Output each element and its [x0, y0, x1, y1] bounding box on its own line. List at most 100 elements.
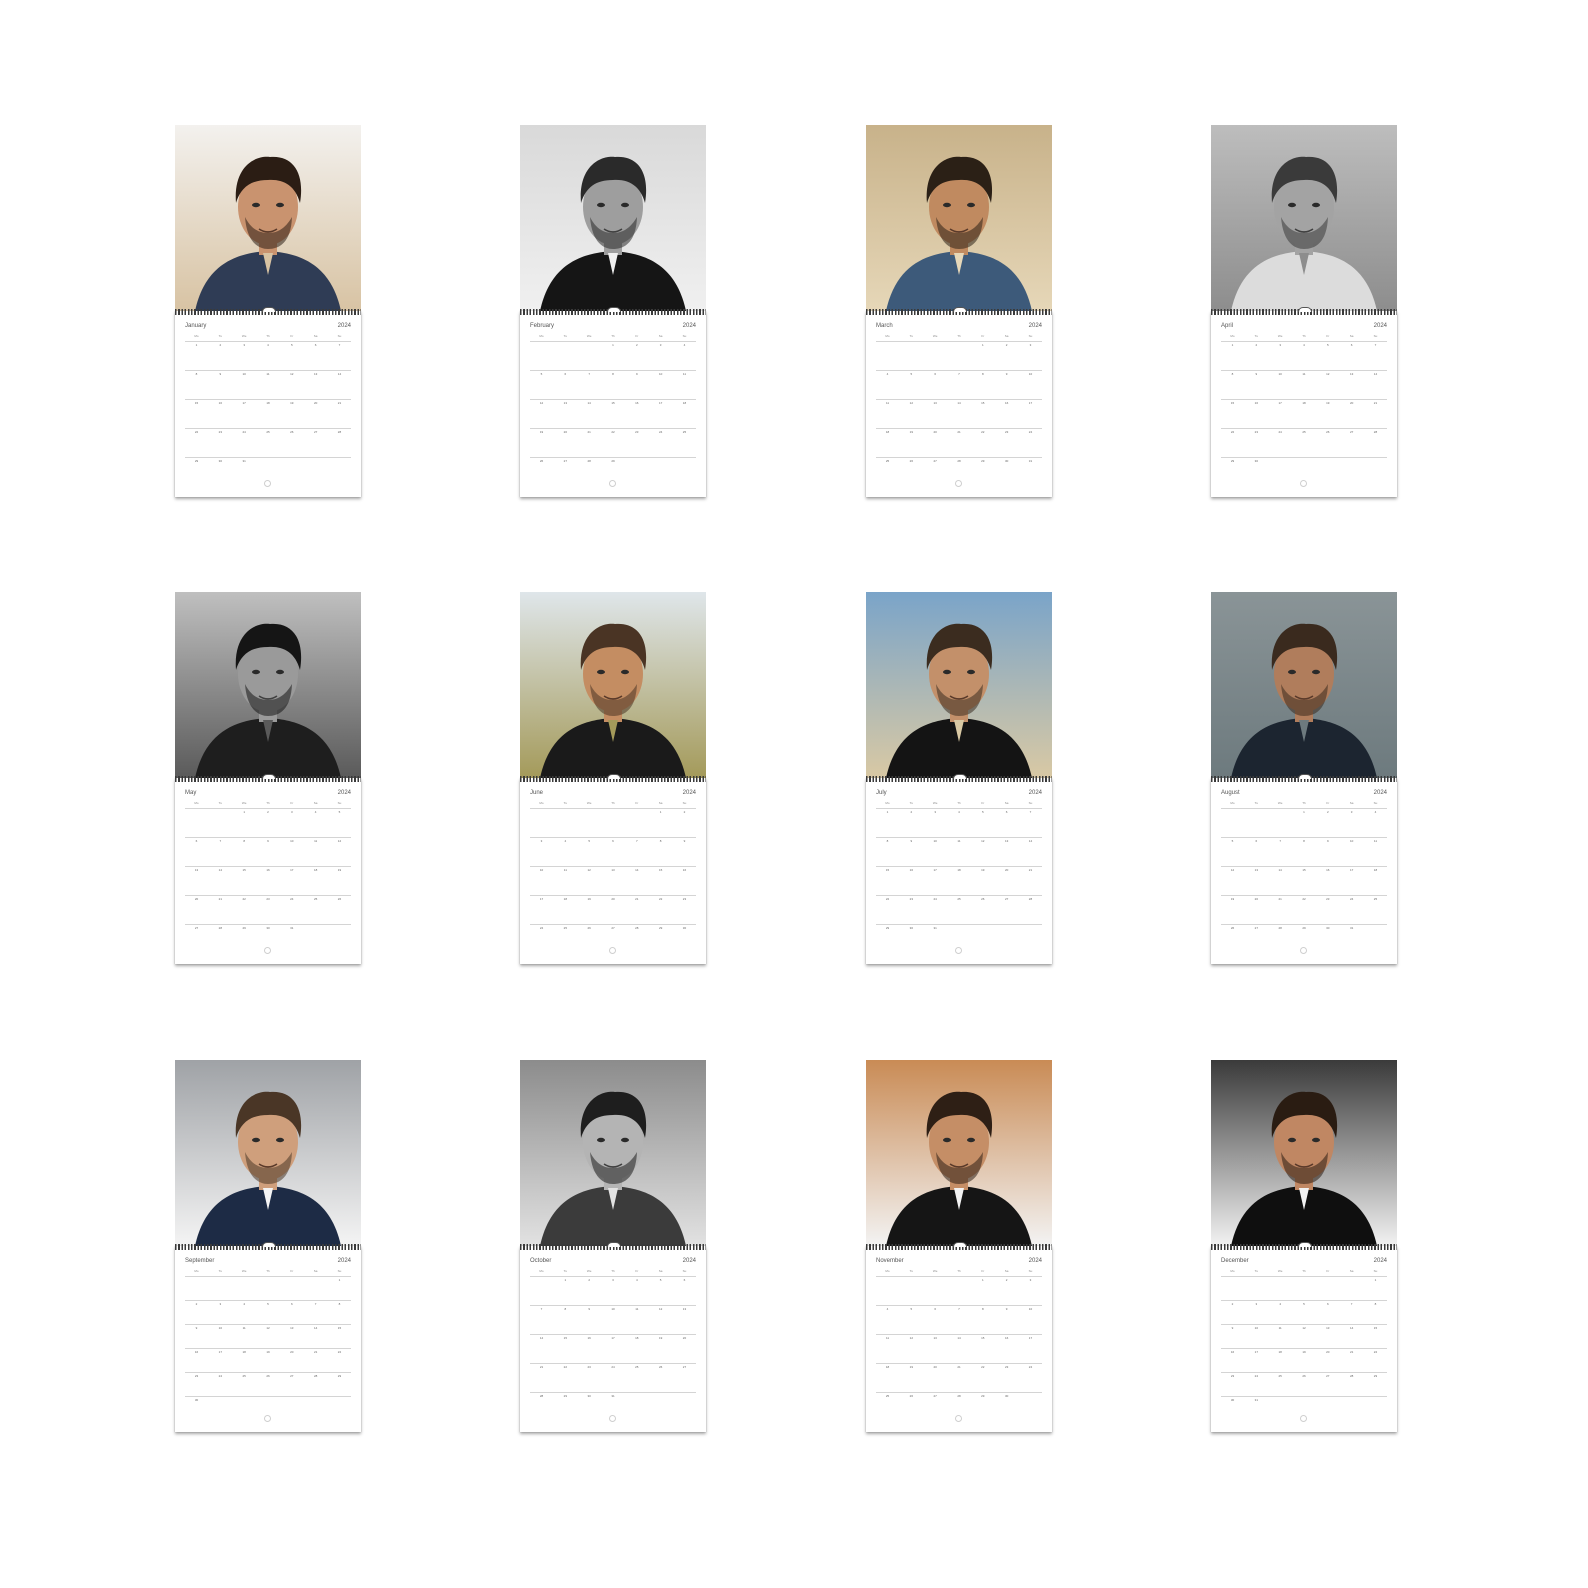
day-cell: 26: [981, 897, 985, 901]
photo-eye-left: [252, 202, 260, 208]
week-row: 22 23 24 25 26 27 28: [185, 428, 351, 457]
day-cell: 17: [1028, 401, 1033, 405]
day-cell: 22: [1230, 430, 1235, 434]
calendar-october[interactable]: October 2024 Mo Tu We Th Fr Sa Su 1 2 3 4 5 6 7 8 9 10 11 12…: [520, 1060, 706, 1432]
weekday-header: Mo Tu We Th Fr Sa Su: [530, 334, 696, 338]
day-cell: [554, 809, 577, 837]
day-cell: 3: [1029, 343, 1032, 347]
calendar-august[interactable]: August 2024 Mo Tu We Th Fr Sa Su 1 2 3 4 5 6 7 8 9 10 11 12 1…: [1211, 592, 1397, 964]
week-rows: 1 2 3 4 5 6 7 8 9 10 11 12 13 14 15 16 17 18 19 20 21 22 23 24 2…: [185, 341, 351, 486]
day-cell: 17: [658, 401, 663, 405]
photo-eye-right: [276, 669, 284, 675]
day-cell: 31: [1254, 1398, 1258, 1402]
day-cell: 30: [909, 926, 913, 930]
weekday-label: Tu: [218, 801, 223, 805]
day-cell: 22: [1302, 897, 1306, 901]
day-cell: 6: [1005, 810, 1008, 814]
day-cell: 11: [1302, 372, 1306, 376]
day-cell: 28: [1028, 897, 1033, 901]
weekday-label: Th: [611, 801, 615, 805]
day-cell: 4: [314, 810, 317, 814]
day-cell: 1: [981, 1278, 984, 1282]
weekday-label: Tu: [909, 801, 914, 805]
day-cell: 31: [242, 459, 246, 463]
photo-eye-left: [252, 669, 260, 675]
calendar-september[interactable]: September 2024 Mo Tu We Th Fr Sa Su 1 2 3 4 5 6 7 8 9 10 11…: [175, 1060, 361, 1432]
calendar-november[interactable]: November 2024 Mo Tu We Th Fr Sa Su 1 2 3 4 5 6 7 8 9 10 11 1…: [866, 1060, 1052, 1432]
week-rows: 1 2 3 4 5 6 7 8 9 10 11 12 13 14 15 16 17 18 19 20 21 22 23 24 2…: [185, 1276, 351, 1420]
day-cell: [304, 1397, 327, 1420]
calendar-may[interactable]: May 2024 Mo Tu We Th Fr Sa Su 1 2 3 4 5 6 7 8 9 10 11 12 13 14…: [175, 592, 361, 964]
calendar-december[interactable]: December 2024 Mo Tu We Th Fr Sa Su 1 2 3 4 5 6 7 8 9 10 11 1…: [1211, 1060, 1397, 1432]
day-cell: 22: [337, 1350, 342, 1354]
photo-beard: [1281, 217, 1328, 249]
week-row: 1 2 3 4: [530, 341, 696, 370]
week-row: 2 3 4 5 6 7 8: [1221, 1300, 1387, 1324]
day-cell: 20: [290, 1350, 294, 1354]
day-cell: 1: [338, 1278, 341, 1282]
photo-face: [929, 1104, 989, 1180]
calendar-march[interactable]: March 2024 Mo Tu We Th Fr Sa Su 1 2 3 4 5 6 7 8 9 10 11 12 13…: [866, 125, 1052, 497]
month-name: March: [876, 323, 893, 329]
photo-eye-left: [943, 1137, 951, 1143]
day-cell: 14: [1278, 868, 1282, 872]
day-cell: 11: [957, 839, 961, 843]
day-cell: 7: [1029, 810, 1032, 814]
day-cell: 29: [194, 459, 199, 463]
calendar-photo: [175, 592, 361, 778]
day-cell: 27: [563, 459, 567, 463]
calendar-april[interactable]: April 2024 Mo Tu We Th Fr Sa Su 1 2 3 4 5 6 7 8 9 10 11 12 13…: [1211, 125, 1397, 497]
weekday-label: Mo: [194, 334, 199, 338]
day-cell: 13: [1254, 868, 1258, 872]
photo-eye-left: [252, 1137, 260, 1143]
day-cell: 6: [195, 839, 198, 843]
photo-torso: [540, 1186, 686, 1246]
day-cell: 2: [588, 1278, 590, 1282]
photo-hair: [235, 156, 302, 203]
day-cell: 23: [1326, 897, 1330, 901]
day-cell: 23: [1004, 430, 1009, 434]
day-cell: 1: [612, 343, 614, 347]
week-row: 29 30: [1221, 457, 1387, 486]
day-cell: 1: [1303, 810, 1305, 814]
day-cell: [1269, 458, 1292, 486]
hanger-loop: [1298, 307, 1312, 312]
photo-face: [583, 1104, 643, 1180]
day-cell: 2: [1231, 1302, 1234, 1306]
day-cell: 15: [337, 1326, 342, 1330]
week-row: 27 28 29 30 31: [185, 924, 351, 953]
year-label: 2024: [337, 1258, 351, 1264]
day-cell: [971, 925, 994, 953]
day-cell: 19: [539, 430, 544, 434]
day-cell: 28: [313, 1374, 318, 1378]
photo-eye-left: [1288, 1137, 1296, 1143]
photo-illustration: [175, 1060, 361, 1246]
day-cell: 31: [933, 926, 937, 930]
day-cell: 9: [1005, 372, 1008, 376]
weekday-label: We: [241, 1269, 247, 1273]
day-cell: 6: [564, 372, 567, 376]
photo-eye-left: [1288, 669, 1296, 675]
photo-eye-right: [621, 1137, 629, 1143]
weekday-label: We: [932, 334, 938, 338]
week-row: 4 5 6 7 8 9 10: [876, 370, 1042, 399]
week-row: 1 2 3 4 5: [185, 808, 351, 837]
calendar-june[interactable]: June 2024 Mo Tu We Th Fr Sa Su 1 2 3 4 5 6 7 8 9 10 11 12 13 1…: [520, 592, 706, 964]
year-label: 2024: [682, 1258, 696, 1264]
day-cell: 25: [885, 459, 890, 463]
day-cell: 12: [539, 401, 544, 405]
weekday-label: Fr: [981, 1269, 985, 1273]
day-cell: [1245, 1277, 1268, 1300]
month-grid-sheet: May 2024 Mo Tu We Th Fr Sa Su 1 2 3 4 5 6 7 8 9 10 11 12 13 14…: [175, 778, 361, 964]
day-cell: 27: [194, 926, 199, 930]
calendar-february[interactable]: February 2024 Mo Tu We Th Fr Sa Su 1 2 3 4 5 6 7 8 9 10 11 1…: [520, 125, 706, 497]
day-cell: [601, 809, 624, 837]
week-row: 1 2 3: [876, 1276, 1042, 1305]
calendar-january[interactable]: January 2024 Mo Tu We Th Fr Sa Su 1 2 3 4 5 6 7 8 9 10 11 12…: [175, 125, 361, 497]
day-cell: 5: [267, 1302, 269, 1306]
day-cell: 8: [1374, 1302, 1377, 1306]
calendar-july[interactable]: July 2024 Mo Tu We Th Fr Sa Su 1 2 3 4 5 6 7 8 9 10 11 12 13 1…: [866, 592, 1052, 964]
day-cell: 7: [958, 1307, 960, 1311]
week-row: 1 2 3 4: [1221, 808, 1387, 837]
weekday-label: Su: [1373, 1269, 1378, 1273]
